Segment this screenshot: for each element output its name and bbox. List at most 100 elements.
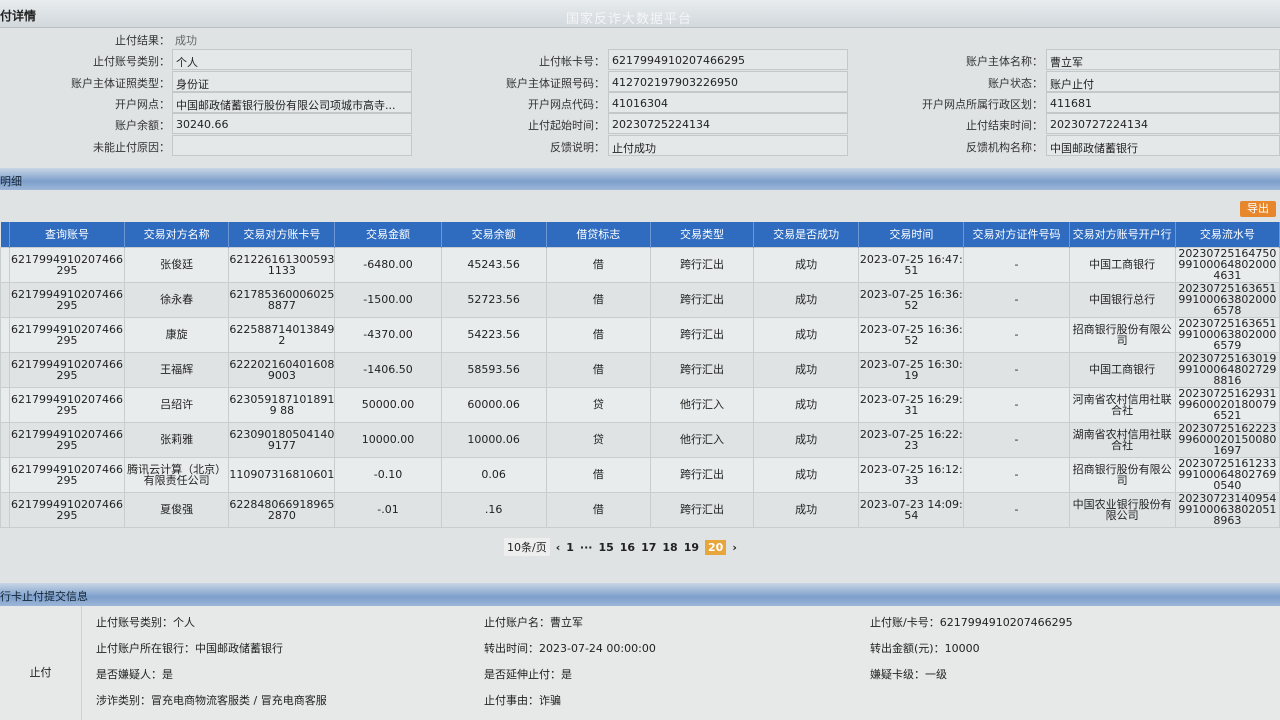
column-header[interactable]: 交易流水号: [1175, 222, 1280, 247]
table-cell: -: [963, 351, 1070, 388]
info-label: 止付结束时间：: [966, 119, 1043, 133]
info-value: [172, 134, 412, 156]
column-header[interactable]: 交易对方账号开户行: [1069, 222, 1176, 247]
table-cell: 6217994910207466295: [8, 491, 126, 528]
page-link[interactable]: 16: [619, 540, 636, 554]
table-cell: .16: [440, 491, 547, 528]
table-cell: 2023-07-25 16:36:52: [858, 316, 965, 353]
table-cell: 0.06: [440, 456, 547, 493]
submit-field: 是否延伸止付：是: [484, 668, 572, 681]
column-header[interactable]: 交易对方账卡号: [228, 222, 336, 247]
index-header: [0, 222, 10, 247]
table-cell: 2023-07-25 16:47:51: [858, 246, 965, 283]
table-row[interactable]: 6217994910207466295 张莉雅 623090180504140917…: [0, 421, 1280, 458]
page-link[interactable]: 15: [598, 540, 614, 554]
table-cell: -6480.00: [334, 246, 442, 283]
index-cell: [0, 491, 10, 528]
table-cell: 他行汇入: [649, 386, 755, 423]
page-link[interactable]: 18: [662, 540, 678, 554]
table-cell: 康旋: [123, 316, 230, 353]
page-link[interactable]: 1: [566, 540, 574, 554]
info-label: 账户主体名称：: [966, 55, 1043, 69]
column-header[interactable]: 交易对方名称: [124, 222, 230, 247]
column-header[interactable]: 借贷标志: [546, 222, 651, 247]
info-row: 止付结果： 成功: [0, 28, 1280, 49]
column-header[interactable]: 交易对方证件号码: [963, 222, 1070, 247]
table-cell: 58593.56: [440, 351, 547, 388]
table-row[interactable]: 6217994910207466295 夏俊强 622848066918965287…: [0, 491, 1280, 528]
table-cell: 20230725163019991000648027298816: [1174, 351, 1280, 388]
index-cell: [0, 316, 10, 353]
table-cell: 跨行汇出: [649, 316, 755, 353]
table-cell: 6230901805041409177: [228, 421, 336, 458]
table-cell: 成功: [753, 421, 860, 458]
page-link[interactable]: 17: [641, 540, 657, 554]
table-cell: 60000.06: [440, 386, 547, 423]
table-cell: 河南省农村信用社联合社: [1068, 386, 1176, 423]
table-row[interactable]: 6217994910207466295 康旋 622588714013849 2 -4…: [0, 316, 1280, 353]
column-header[interactable]: 交易余额: [441, 222, 547, 247]
info-label: 账户状态：: [988, 76, 1043, 90]
index-cell: [0, 351, 10, 388]
table-cell: -1500.00: [334, 281, 442, 318]
page-title: 付详情: [0, 9, 37, 23]
info-row: 止付账号类别： 个人 止付帐卡号： 6217994910207466295 账户主体名称…: [0, 49, 1280, 71]
prev-page-icon[interactable]: ‹: [555, 540, 561, 554]
table-cell: 10000.00: [334, 421, 442, 458]
column-header[interactable]: 交易是否成功: [753, 222, 860, 247]
table-cell: 成功: [753, 281, 860, 318]
submit-field: 转出时间：2023-07-24 00:00:00: [484, 642, 656, 655]
submit-field: 止付账号类别：个人: [96, 616, 195, 629]
info-label: 未能止付原因：: [93, 140, 170, 154]
submit-field: 涉诈类别：冒充电商物流客服类 / 冒充电商客服: [96, 694, 327, 707]
table-cell: 借: [545, 491, 651, 528]
table-cell: 6217994910207466295: [8, 316, 126, 353]
table-cell: 20230725163651991000638020006578: [1174, 281, 1280, 318]
table-cell: 成功: [753, 491, 860, 528]
column-header[interactable]: 查询账号: [9, 222, 126, 247]
column-header[interactable]: 交易时间: [858, 222, 965, 247]
page-link[interactable]: 19: [683, 540, 700, 554]
table-row[interactable]: 6217994910207466295 王福辉 622202160401608900…: [0, 351, 1280, 388]
info-value: 中国邮政储蓄银行股份有限公司项城市高寺...: [172, 91, 412, 113]
table-cell: 成功: [753, 316, 860, 353]
table-cell: 跨行汇出: [649, 351, 755, 388]
page-link[interactable]: 20: [705, 539, 727, 555]
table-cell: 借: [545, 351, 651, 388]
table-row[interactable]: 6217994910207466295 张俊廷 621226161300593113…: [0, 246, 1280, 283]
table-cell: 20230725163651991000638020006579: [1174, 316, 1280, 353]
submit-field: 止付账户名：曹立军: [484, 616, 583, 629]
info-label: 止付账号类别：: [93, 55, 170, 69]
table-cell: -0.10: [334, 456, 442, 493]
table-row[interactable]: 6217994910207466295 吕绍许 6230591871018919 8…: [0, 386, 1280, 423]
page-size-select[interactable]: 10条/页: [504, 538, 550, 556]
column-header[interactable]: 交易类型: [650, 222, 755, 247]
table-cell: 54223.56: [440, 316, 547, 353]
info-label: 止付帐卡号：: [539, 55, 605, 69]
table-cell: 腾讯云计算（北京）有限责任公司: [123, 456, 230, 493]
table-cell: -: [963, 316, 1070, 353]
info-value: 30240.66: [172, 113, 412, 135]
table-cell: 借: [545, 246, 651, 283]
info-value: 41016304: [608, 91, 848, 113]
submit-field: 止付账/卡号：6217994910207466295: [870, 616, 1073, 629]
table-cell: 湖南省农村信用社联合社: [1068, 421, 1176, 458]
info-value: 412702197903226950: [608, 70, 848, 92]
page-link[interactable]: ···: [579, 540, 593, 554]
table-row[interactable]: 6217994910207466295 徐永春 621785360006025887…: [0, 281, 1280, 318]
index-cell: [0, 386, 10, 423]
index-cell: [0, 281, 10, 318]
table-cell: 110907316810601: [228, 456, 336, 493]
table-cell: 50000.00: [334, 386, 442, 423]
table-cell: 20230725161233991000648027690540: [1174, 456, 1280, 493]
info-value: 6217994910207466295: [608, 49, 848, 71]
export-button[interactable]: 导出: [1240, 201, 1276, 217]
info-row: 开户网点： 中国邮政储蓄银行股份有限公司项城市高寺... 开户网点代码： 410163…: [0, 91, 1280, 113]
table-row[interactable]: 6217994910207466295 腾讯云计算（北京）有限责任公司 110907…: [0, 456, 1280, 493]
table-cell: 借: [545, 316, 651, 353]
table-cell: 中国农业银行股份有限公司: [1068, 491, 1176, 528]
table-cell: 6217853600060258877: [228, 281, 336, 318]
column-header[interactable]: 交易金额: [334, 222, 442, 247]
table-cell: 6212261613005931133: [228, 246, 336, 283]
next-page-icon[interactable]: ›: [732, 540, 737, 554]
